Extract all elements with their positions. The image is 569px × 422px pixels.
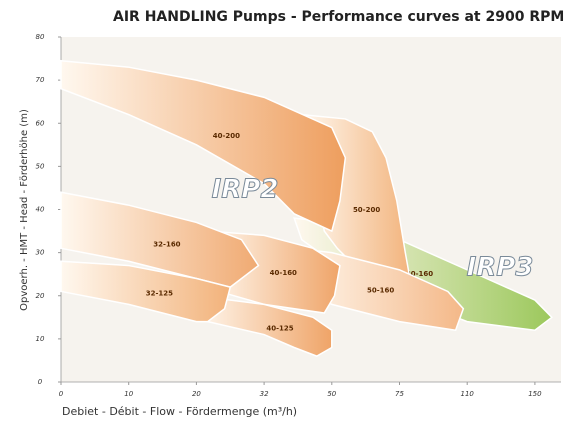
x-tick-label: 110 [461,390,475,398]
pump-region [60,191,260,288]
region-label: 50-160 [367,286,394,294]
x-axis-label: Debiet - Débit - Flow - Fördermenge (m³/… [62,405,297,418]
y-tick-label: 70 [36,76,45,84]
x-tick-label: 0 [59,390,64,398]
chart-title: AIR HANDLING Pumps - Performance curves … [113,9,564,25]
y-tick-label: 60 [36,119,45,127]
x-tick-label: 10 [124,390,133,398]
x-tick-label: 75 [395,390,404,398]
region-label: 40-125 [266,324,293,332]
y-tick-label: 40 [36,206,45,214]
pump-region [60,260,232,323]
x-tick-label: 50 [327,390,336,398]
x-tick-label: 32 [260,390,269,398]
y-tick-label: 30 [36,249,45,257]
y-tick-label: 80 [36,33,45,41]
pump-region [195,294,333,357]
pump-region [60,59,347,233]
region-label: 80-160 [406,270,433,278]
region-label: 50-200 [353,206,380,214]
y-axis-label: Opvoerh. - HMT - Head - Förderhöhe (m) [19,109,30,311]
region-label: 32-160 [153,240,180,248]
y-tick-label: 20 [36,292,45,300]
region-label: 40-200 [213,132,240,140]
series-annotation: IRP3 [467,253,534,283]
series-annotation: IRP2 [212,175,279,205]
region-label: 32-125 [146,289,173,297]
y-tick-label: 50 [36,162,45,170]
x-tick-label: 20 [192,390,201,398]
y-tick-label: 10 [36,335,45,343]
region-label: 40-160 [270,269,297,277]
y-tick-label: 0 [38,378,43,386]
x-tick-label: 150 [528,390,542,398]
